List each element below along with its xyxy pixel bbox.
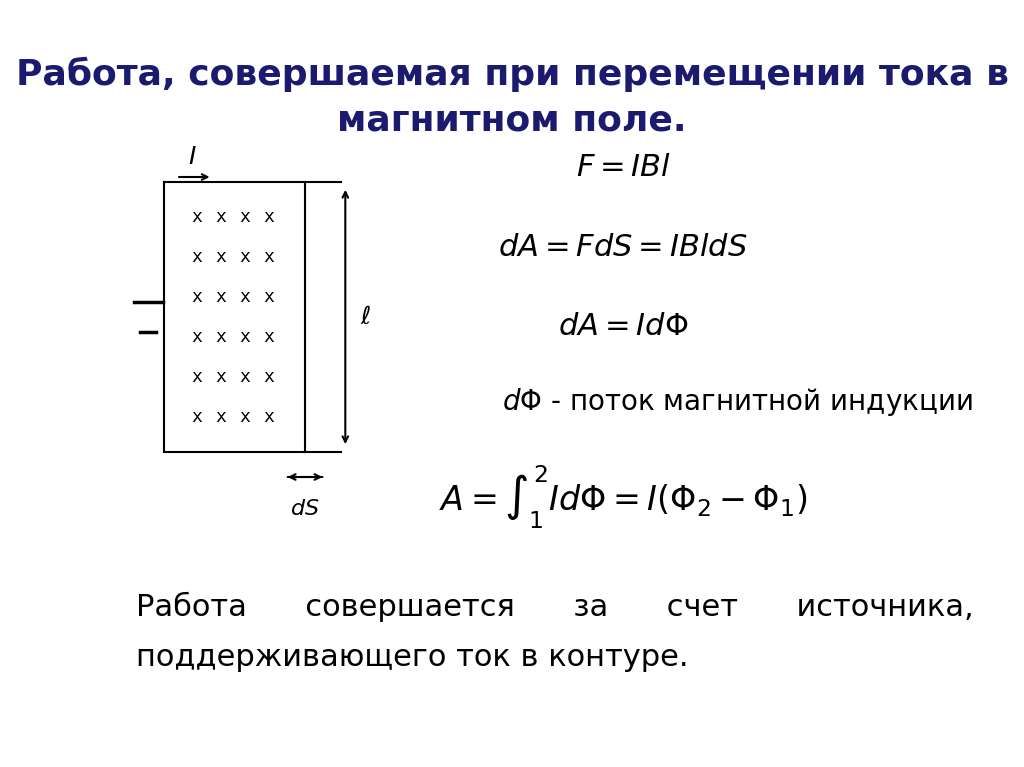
- Text: $dA = FdS = IBldS$: $dA = FdS = IBldS$: [499, 232, 748, 262]
- Text: x: x: [190, 328, 202, 346]
- Text: Работа      совершается      за      счет      источника,: Работа совершается за счет источника,: [136, 592, 974, 622]
- Text: x: x: [240, 368, 250, 386]
- Text: x: x: [190, 288, 202, 306]
- Text: I: I: [188, 145, 196, 169]
- Text: $d\Phi$ - поток магнитной индукции: $d\Phi$ - поток магнитной индукции: [503, 386, 973, 418]
- Text: x: x: [240, 288, 250, 306]
- Text: x: x: [190, 208, 202, 226]
- Text: $\ell$: $\ell$: [359, 305, 371, 329]
- Text: x: x: [263, 248, 274, 266]
- Text: x: x: [240, 248, 250, 266]
- Text: $A = \int_{1}^{2} Id\Phi = I(\Phi_2 - \Phi_1)$: $A = \int_{1}^{2} Id\Phi = I(\Phi_2 - \P…: [439, 463, 807, 531]
- Text: x: x: [215, 288, 226, 306]
- Text: x: x: [190, 248, 202, 266]
- Text: x: x: [215, 208, 226, 226]
- Text: $F = IBl$: $F = IBl$: [575, 153, 671, 182]
- Text: x: x: [240, 408, 250, 426]
- Text: x: x: [215, 328, 226, 346]
- Text: $dA = Id\Phi$: $dA = Id\Phi$: [558, 312, 688, 341]
- Text: x: x: [263, 368, 274, 386]
- Text: x: x: [215, 248, 226, 266]
- Text: поддерживающего ток в контуре.: поддерживающего ток в контуре.: [136, 643, 688, 671]
- Text: x: x: [215, 368, 226, 386]
- Text: Работа, совершаемая при перемещении тока в
магнитном поле.: Работа, совершаемая при перемещении тока…: [15, 57, 1009, 137]
- Text: x: x: [190, 368, 202, 386]
- Text: x: x: [263, 288, 274, 306]
- Text: x: x: [240, 208, 250, 226]
- Text: x: x: [263, 408, 274, 426]
- Text: $dS$: $dS$: [290, 499, 319, 519]
- Text: x: x: [215, 408, 226, 426]
- Text: x: x: [240, 328, 250, 346]
- Text: x: x: [263, 208, 274, 226]
- Text: x: x: [263, 328, 274, 346]
- Text: x: x: [190, 408, 202, 426]
